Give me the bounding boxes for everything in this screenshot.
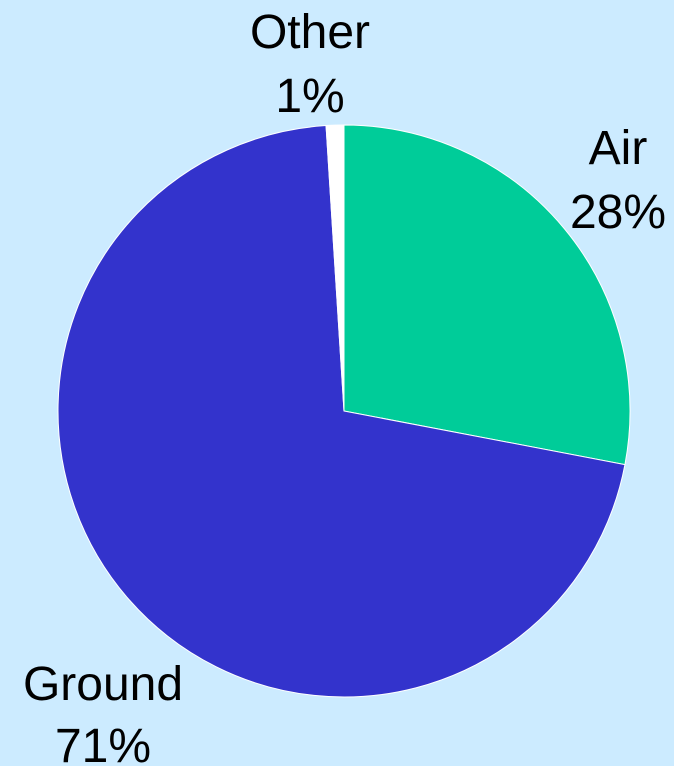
label-ground-name: Ground <box>23 658 183 711</box>
pie-slice-ground <box>57 125 626 698</box>
pie-slice-other <box>325 124 345 412</box>
label-other: Other 1% <box>250 6 370 123</box>
label-other-name: Other <box>250 6 370 59</box>
label-ground-value: 71% <box>55 720 151 766</box>
label-other-value: 1% <box>275 70 344 123</box>
label-air-value: 28% <box>570 186 666 239</box>
pie-slices <box>57 124 631 698</box>
label-air-name: Air <box>589 122 648 175</box>
label-air: Air 28% <box>570 122 666 239</box>
label-ground: Ground 71% <box>23 658 183 766</box>
pie-slice-air <box>343 124 631 466</box>
